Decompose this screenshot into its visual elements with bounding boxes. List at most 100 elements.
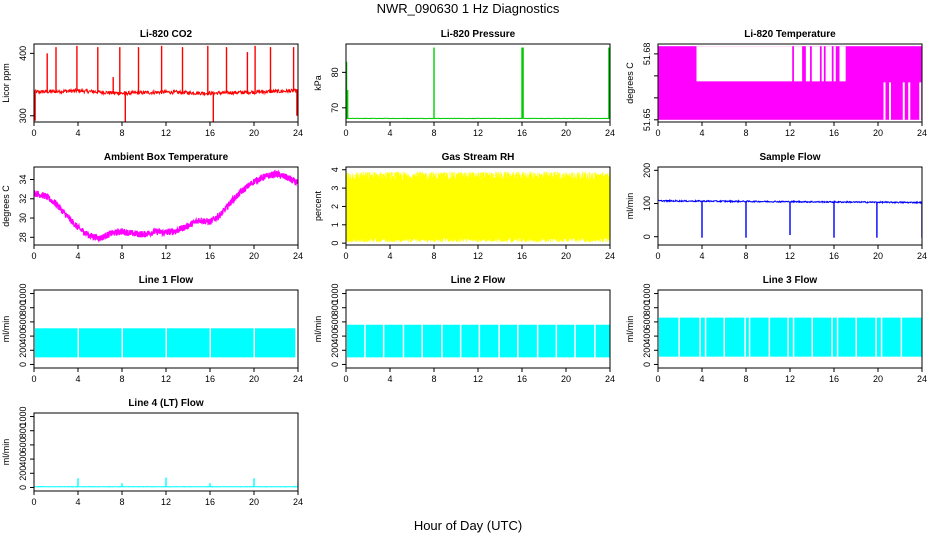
y-tick-label: 200 bbox=[642, 343, 652, 358]
x-tick-label: 4 bbox=[699, 128, 704, 138]
temp-upper-gap bbox=[696, 46, 790, 82]
y-tick-label: 70 bbox=[330, 103, 340, 113]
temp-upper-gap bbox=[827, 46, 830, 82]
x-tick-label: 24 bbox=[917, 128, 927, 138]
x-tick-label: 12 bbox=[161, 128, 171, 138]
x-tick-label: 12 bbox=[785, 251, 795, 261]
flow-block bbox=[347, 324, 364, 358]
flow-block bbox=[79, 328, 121, 358]
x-tick-label: 12 bbox=[473, 251, 483, 261]
x-tick-label: 4 bbox=[75, 251, 80, 261]
x-tick-label: 8 bbox=[119, 251, 124, 261]
x-tick-label: 4 bbox=[699, 251, 704, 261]
x-tick-label: 8 bbox=[431, 251, 436, 261]
x-tick-label: 16 bbox=[205, 128, 215, 138]
flow-block bbox=[365, 324, 383, 358]
temp-upper-gap bbox=[797, 46, 801, 82]
temp-lower-gap bbox=[919, 82, 922, 120]
x-tick-label: 8 bbox=[743, 374, 748, 384]
flow-block bbox=[857, 317, 875, 357]
flow-block bbox=[404, 324, 421, 358]
temp-upper-gap bbox=[805, 46, 809, 82]
y-tick-label: 300 bbox=[18, 108, 28, 123]
chart-title: Line 2 Flow bbox=[451, 275, 506, 286]
chart-panel-1: Li-820 Pressure kPa 0 4 8 12 16 20 24 70 80 bbox=[313, 29, 615, 138]
x-tick-label: 0 bbox=[343, 251, 348, 261]
y-axis-label: ml/min bbox=[625, 193, 635, 220]
flow-block bbox=[461, 324, 479, 358]
temp-upper-gap bbox=[817, 46, 820, 82]
y-tick-label: 800 bbox=[642, 300, 652, 315]
chart-panel-8: Line 3 Flow ml/min 0 4 8 12 16 20 24 0 20040060080… bbox=[625, 275, 927, 384]
temp-lower-gap bbox=[908, 82, 911, 120]
x-axis-label: Hour of Day (UTC) bbox=[413, 518, 523, 533]
x-tick-label: 12 bbox=[161, 251, 171, 261]
flow-block bbox=[745, 317, 749, 357]
temp-upper-gap bbox=[811, 46, 814, 82]
data-layer bbox=[34, 169, 298, 243]
x-tick-label: 24 bbox=[293, 251, 303, 261]
x-tick-label: 4 bbox=[75, 374, 80, 384]
data-layer bbox=[658, 46, 922, 120]
x-tick-label: 24 bbox=[605, 374, 615, 384]
y-tick-label: 0 bbox=[642, 362, 652, 367]
flow-block bbox=[575, 324, 594, 358]
x-tick-label: 4 bbox=[75, 128, 80, 138]
temp-upper-gap bbox=[815, 46, 818, 82]
series-line bbox=[34, 87, 298, 97]
chart-title: Gas Stream RH bbox=[442, 152, 515, 163]
x-tick-label: 24 bbox=[293, 374, 303, 384]
x-tick-label: 16 bbox=[517, 374, 527, 384]
flow-block bbox=[770, 317, 787, 357]
x-tick-label: 8 bbox=[743, 251, 748, 261]
chart-title: Sample Flow bbox=[759, 152, 820, 163]
y-axis-label: ml/min bbox=[1, 439, 11, 466]
y-tick-label: 0 bbox=[642, 234, 652, 239]
x-tick-label: 8 bbox=[431, 374, 436, 384]
flow-block bbox=[706, 317, 723, 357]
y-tick-label: 600 bbox=[642, 314, 652, 329]
temp-upper-gap bbox=[790, 46, 793, 82]
series-line bbox=[34, 169, 298, 243]
y-tick-label: 32 bbox=[18, 194, 28, 204]
x-tick-label: 0 bbox=[31, 374, 36, 384]
y-tick-label: 100 bbox=[642, 196, 652, 211]
flow-block bbox=[876, 317, 881, 357]
plot-frame bbox=[345, 43, 611, 123]
page-title: NWR_090630 1 Hz Diagnostics bbox=[376, 1, 560, 16]
temp-upper-gap bbox=[793, 46, 797, 82]
x-tick-label: 20 bbox=[873, 374, 883, 384]
flow-block bbox=[518, 324, 537, 358]
chart-title: Line 4 (LT) Flow bbox=[128, 398, 204, 409]
y-axis-label: degrees C bbox=[625, 62, 635, 104]
flow-block bbox=[442, 324, 460, 358]
chart-panel-9: Line 4 (LT) Flow ml/min 0 4 8 12 16 20 24 0 200400… bbox=[1, 398, 303, 507]
x-tick-label: 0 bbox=[655, 128, 660, 138]
data-layer bbox=[347, 324, 610, 358]
flow-block bbox=[794, 317, 811, 357]
chart-title: Line 3 Flow bbox=[763, 275, 818, 286]
x-tick-label: 16 bbox=[517, 128, 527, 138]
temp-lower-gap bbox=[889, 82, 891, 120]
flow-block bbox=[595, 324, 609, 358]
flow-block bbox=[882, 317, 901, 357]
y-tick-label: 1000 bbox=[18, 407, 28, 427]
data-layer bbox=[346, 47, 610, 120]
x-tick-label: 16 bbox=[829, 374, 839, 384]
chart-title: Line 1 Flow bbox=[139, 275, 194, 286]
x-tick-label: 16 bbox=[205, 497, 215, 507]
flow-block bbox=[679, 317, 699, 357]
y-tick-label: 4 bbox=[330, 167, 340, 172]
x-tick-label: 20 bbox=[873, 251, 883, 261]
y-tick-label: 0 bbox=[18, 485, 28, 490]
x-tick-label: 12 bbox=[785, 374, 795, 384]
flow-block bbox=[813, 317, 831, 357]
flow-block bbox=[538, 324, 556, 358]
x-tick-label: 4 bbox=[699, 374, 704, 384]
temp-upper-gap bbox=[833, 46, 836, 82]
chart-title: Ambient Box Temperature bbox=[104, 152, 229, 163]
y-tick-label: 2 bbox=[330, 204, 340, 209]
x-tick-label: 16 bbox=[829, 128, 839, 138]
temp-upper-gap bbox=[829, 46, 832, 82]
temp-upper-gap bbox=[807, 46, 811, 82]
